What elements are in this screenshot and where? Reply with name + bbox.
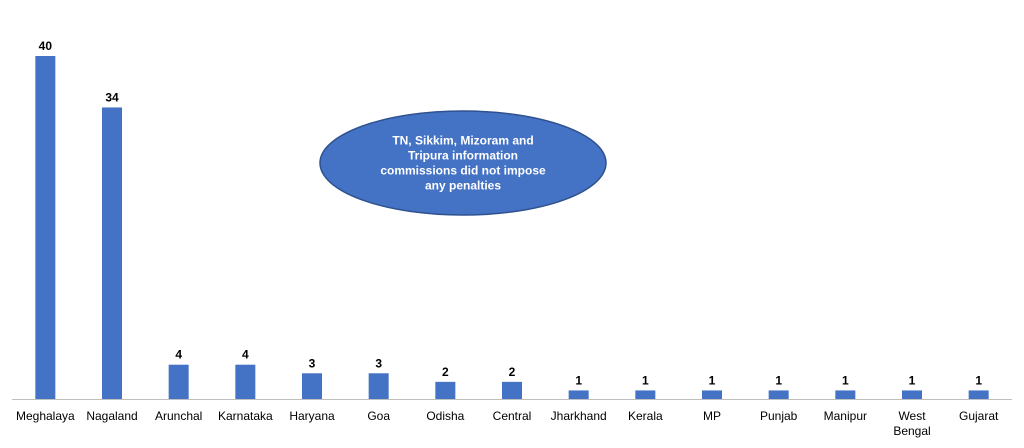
x-tick-label: Goa [367, 409, 390, 423]
bar [968, 390, 989, 399]
value-label: 34 [105, 90, 119, 104]
value-label: 1 [775, 373, 782, 387]
value-label: 1 [975, 373, 982, 387]
bar [235, 364, 256, 399]
x-tick-label: Karnataka [218, 409, 273, 423]
bar [902, 390, 922, 399]
annotation-bubble [319, 110, 607, 216]
annotation-text: commissions did not impose [380, 164, 546, 178]
value-label: 4 [242, 348, 249, 362]
annotation-text: TN, Sikkim, Mizoram and [392, 134, 533, 148]
x-tick-label: Jharkhand [551, 409, 607, 423]
bar [102, 107, 122, 399]
bar [635, 390, 656, 399]
value-label: 3 [309, 356, 316, 370]
annotation-text: any penalties [425, 179, 501, 193]
value-label: 40 [39, 39, 53, 53]
value-label: 2 [442, 365, 449, 379]
annotation-text: Tripura information [408, 149, 518, 163]
value-label: 1 [842, 373, 849, 387]
x-tick-label: Kerala [628, 409, 663, 423]
value-label: 1 [575, 373, 582, 387]
bar [568, 390, 589, 399]
bar [435, 381, 456, 399]
bar [368, 373, 389, 399]
x-tick-label: Nagaland [86, 409, 137, 423]
value-label: 1 [642, 373, 649, 387]
x-tick-label: MP [703, 409, 721, 423]
bar [702, 390, 722, 399]
bar [35, 56, 56, 399]
bar [502, 381, 522, 399]
bar [835, 390, 856, 399]
x-tick-label: Manipur [824, 409, 867, 423]
x-tick-label: West Bengal [893, 409, 930, 438]
value-label: 1 [709, 373, 716, 387]
value-label: 4 [175, 348, 182, 362]
value-label: 1 [909, 373, 916, 387]
value-label: 3 [375, 356, 382, 370]
x-tick-label: Arunchal [155, 409, 202, 423]
bar [768, 390, 789, 399]
value-label: 2 [509, 365, 516, 379]
x-tick-label: Odisha [426, 409, 464, 423]
bar [302, 373, 322, 399]
bar [168, 364, 189, 399]
x-tick-label: Haryana [289, 409, 335, 423]
x-tick-label: Central [493, 409, 532, 423]
x-tick-label: Gujarat [959, 409, 999, 423]
x-tick-label: Punjab [760, 409, 798, 423]
x-tick-label: Meghalaya [16, 409, 75, 423]
